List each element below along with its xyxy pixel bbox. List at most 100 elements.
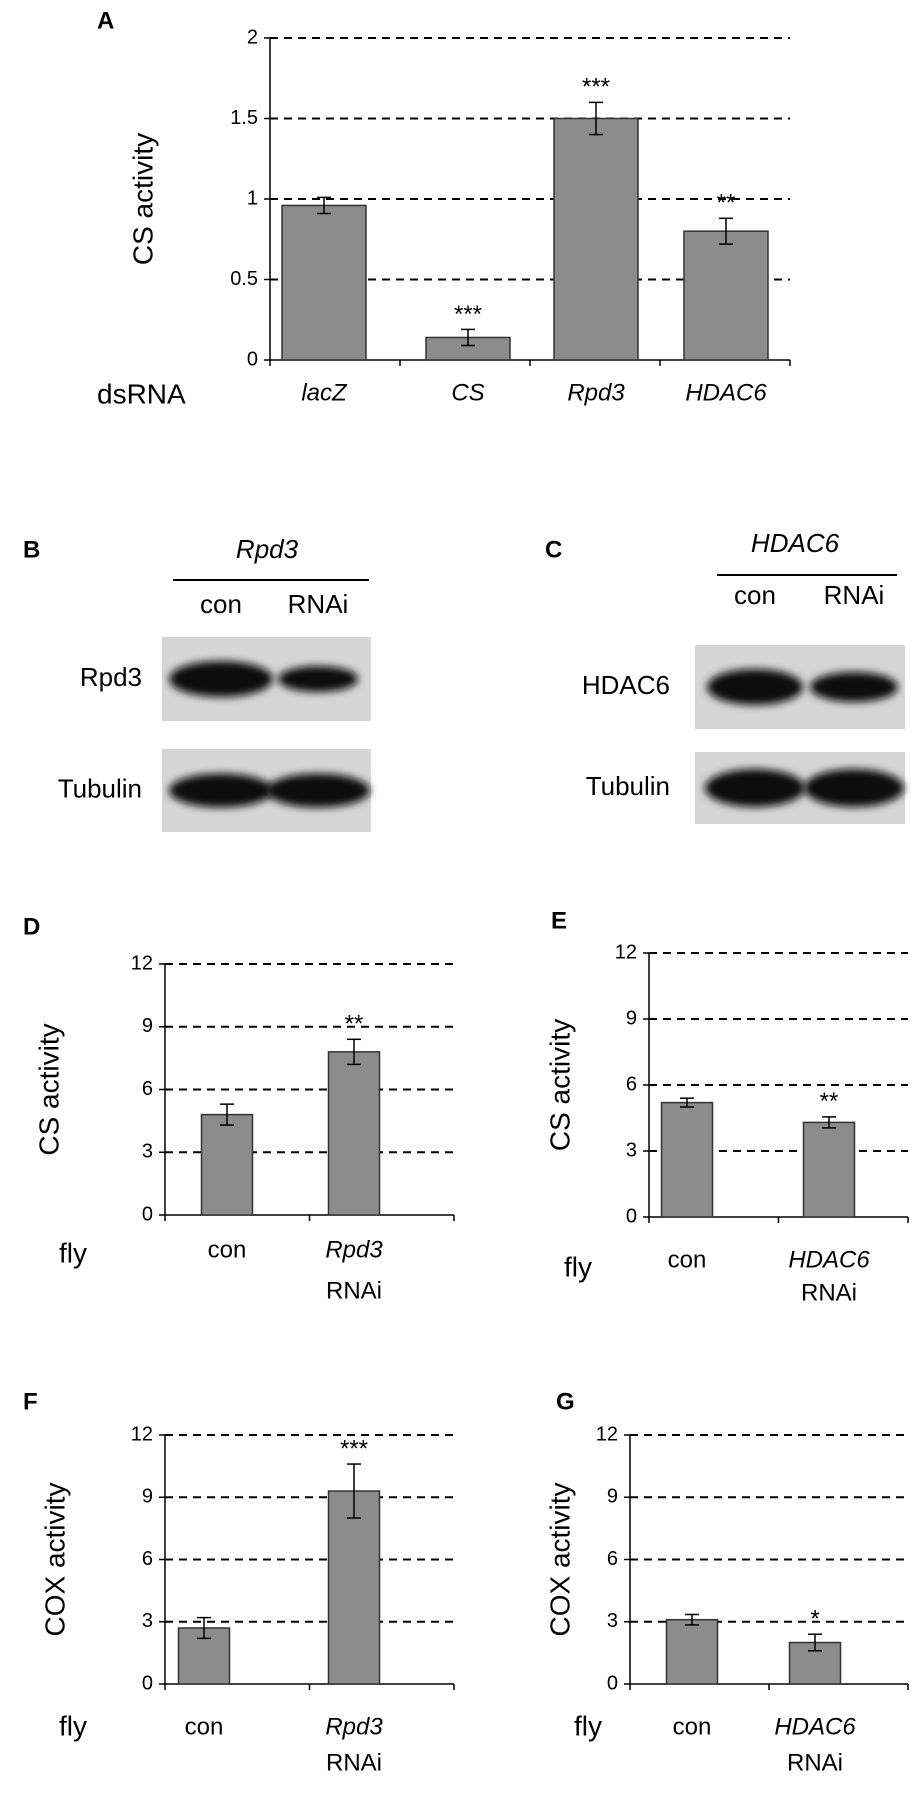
y-tick-label: 0.5 bbox=[230, 268, 258, 290]
y-tick-label: 9 bbox=[626, 1007, 637, 1029]
error-bar bbox=[197, 1616, 211, 1640]
y-tick-label: 0 bbox=[626, 1205, 637, 1227]
x-tick-sublabel: RNAi bbox=[801, 1279, 857, 1306]
error-bar bbox=[808, 1633, 822, 1652]
x-tick-label: con bbox=[668, 1246, 707, 1273]
panel-label: E bbox=[551, 907, 567, 934]
y-tick-label: 6 bbox=[607, 1548, 618, 1570]
x-tick-label: CS bbox=[451, 379, 484, 406]
y-tick-label: 1.5 bbox=[230, 107, 258, 129]
bar bbox=[802, 1121, 856, 1218]
y-axis-label: CS activity bbox=[33, 1023, 64, 1155]
blot-band bbox=[169, 773, 273, 808]
row-label: Tubulin bbox=[586, 771, 670, 801]
row-label: HDAC6 bbox=[582, 670, 670, 700]
blot-gene: Rpd3 bbox=[236, 534, 299, 564]
blot-band bbox=[169, 661, 273, 697]
y-tick-label: 2 bbox=[247, 26, 258, 48]
y-tick-label: 9 bbox=[142, 1486, 153, 1508]
lane-label: RNAi bbox=[288, 589, 349, 619]
lane-label: con bbox=[200, 589, 242, 619]
significance-label: ** bbox=[820, 1088, 839, 1115]
error-bar bbox=[719, 217, 733, 245]
bar bbox=[683, 230, 769, 361]
error-bar bbox=[685, 1613, 699, 1626]
y-axis-label: COX activity bbox=[39, 1482, 70, 1636]
bar bbox=[660, 1101, 714, 1218]
x-tick-label: Rpd3 bbox=[325, 1236, 383, 1263]
error-bar bbox=[220, 1103, 234, 1126]
panel-label: D bbox=[23, 913, 40, 940]
y-tick-label: 12 bbox=[596, 1423, 618, 1445]
y-tick-label: 12 bbox=[131, 952, 153, 974]
y-tick-label: 0 bbox=[247, 348, 258, 370]
panel-label: C bbox=[545, 536, 562, 563]
panel-label: B bbox=[23, 536, 40, 563]
error-bar bbox=[347, 1463, 361, 1519]
significance-label: *** bbox=[454, 301, 482, 328]
bar bbox=[665, 1618, 719, 1685]
x-tick-sublabel: RNAi bbox=[326, 1277, 382, 1304]
lane-label: RNAi bbox=[824, 580, 885, 610]
x-tick-label: lacZ bbox=[301, 379, 348, 406]
error-bar bbox=[822, 1116, 836, 1129]
significance-label: *** bbox=[340, 1435, 368, 1462]
blot-gene: HDAC6 bbox=[751, 528, 840, 558]
error-bar bbox=[680, 1097, 694, 1108]
y-tick-label: 0 bbox=[142, 1203, 153, 1225]
lane-label: con bbox=[734, 580, 776, 610]
blot-band bbox=[810, 672, 898, 702]
y-axis-label: CS activity bbox=[544, 1019, 575, 1151]
row-label: Rpd3 bbox=[80, 662, 142, 692]
x-axis-label: fly bbox=[564, 1251, 592, 1282]
bar bbox=[553, 117, 639, 361]
x-tick-label: Rpd3 bbox=[325, 1713, 383, 1740]
x-tick-label: Rpd3 bbox=[567, 379, 625, 406]
x-tick-sublabel: RNAi bbox=[326, 1749, 382, 1776]
error-bar bbox=[317, 196, 331, 215]
x-axis-label: dsRNA bbox=[97, 378, 186, 409]
blot-band bbox=[278, 666, 358, 692]
significance-label: *** bbox=[582, 74, 610, 101]
y-tick-label: 0 bbox=[607, 1672, 618, 1694]
y-tick-label: 9 bbox=[607, 1486, 618, 1508]
significance-label: ** bbox=[717, 190, 736, 217]
x-axis-label: fly bbox=[59, 1710, 87, 1741]
error-bar bbox=[347, 1038, 361, 1066]
error-bar bbox=[589, 101, 603, 136]
y-tick-label: 6 bbox=[626, 1073, 637, 1095]
y-tick-label: 3 bbox=[626, 1139, 637, 1161]
blot-band bbox=[705, 769, 805, 807]
bar bbox=[327, 1051, 381, 1216]
y-tick-label: 6 bbox=[142, 1548, 153, 1570]
y-tick-label: 3 bbox=[142, 1141, 153, 1163]
panel-label: G bbox=[556, 1388, 575, 1415]
y-tick-label: 3 bbox=[142, 1610, 153, 1632]
y-tick-label: 1 bbox=[247, 187, 258, 209]
error-bar bbox=[461, 328, 475, 347]
x-tick-label: HDAC6 bbox=[774, 1713, 856, 1740]
x-axis-label: fly bbox=[574, 1710, 602, 1741]
x-tick-label: con bbox=[673, 1713, 712, 1740]
panel-label: F bbox=[23, 1388, 38, 1415]
bar bbox=[200, 1113, 254, 1216]
bar bbox=[281, 204, 367, 361]
x-tick-label: con bbox=[185, 1713, 224, 1740]
significance-label: ** bbox=[345, 1011, 364, 1038]
x-axis-label: fly bbox=[59, 1237, 87, 1268]
y-tick-label: 6 bbox=[142, 1078, 153, 1100]
y-axis-label: COX activity bbox=[544, 1482, 575, 1636]
row-label: Tubulin bbox=[58, 773, 142, 803]
blot-band bbox=[266, 773, 370, 808]
y-axis-label: CS activity bbox=[127, 133, 158, 265]
blot-band bbox=[707, 669, 803, 705]
y-tick-label: 12 bbox=[615, 941, 637, 963]
x-tick-label: HDAC6 bbox=[788, 1246, 870, 1273]
y-tick-label: 0 bbox=[142, 1672, 153, 1694]
blot-band bbox=[804, 769, 904, 807]
bar bbox=[327, 1490, 381, 1685]
y-tick-label: 9 bbox=[142, 1015, 153, 1037]
x-tick-label: con bbox=[208, 1236, 247, 1263]
x-tick-label: HDAC6 bbox=[685, 379, 767, 406]
